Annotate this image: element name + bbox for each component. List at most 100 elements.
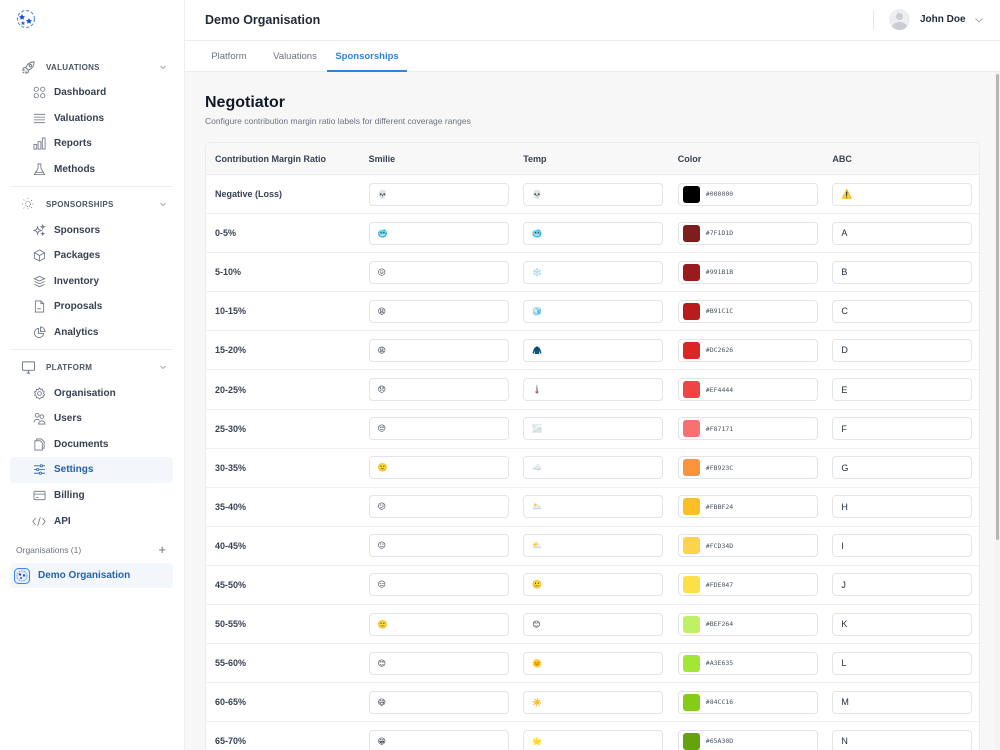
smilie-input[interactable]: 🥶 [368,221,509,245]
smilie-input[interactable]: 😞 [368,378,509,402]
color-swatch[interactable] [682,537,700,555]
smilie-input[interactable]: 😐 [368,534,509,558]
temp-input[interactable]: 🌥️ [523,495,664,519]
temp-input[interactable]: 🌡️ [523,378,664,402]
color-input[interactable]: #FB923C [677,456,818,480]
organisation-item-demo[interactable]: Demo Organisation [10,563,173,588]
section-toggle-valuations[interactable]: VALUATIONS [10,54,173,80]
color-input[interactable]: #EF4444 [677,378,818,402]
temp-input[interactable]: 🌞 [523,651,664,675]
abc-input[interactable]: I [832,534,973,558]
color-swatch[interactable] [682,654,700,672]
smilie-input[interactable]: 😔 [368,417,509,441]
color-swatch[interactable] [682,693,700,711]
color-input[interactable]: #FBBF24 [677,495,818,519]
temp-input[interactable]: ⛅ [523,534,664,558]
smilie-input[interactable]: 😄 [368,690,509,714]
smilie-input[interactable]: 💀 [368,182,509,206]
add-organisation-button[interactable]: + [158,542,166,557]
smilie-input[interactable]: 😩 [368,338,509,362]
color-input[interactable]: #FDE047 [677,573,818,597]
color-input[interactable]: #7F1D1D [677,221,818,245]
temp-input[interactable]: ☁️ [523,456,664,480]
color-input[interactable]: #84CC16 [677,690,818,714]
color-input[interactable]: #B91C1C [677,299,818,323]
sidebar-item-valuations[interactable]: Valuations [10,106,173,132]
sidebar-item-api[interactable]: API [10,508,173,534]
temp-input[interactable]: 💀 [523,182,664,206]
smilie-input[interactable]: 😕 [368,495,509,519]
temp-input[interactable]: 🌫️ [523,417,664,441]
section-toggle-platform[interactable]: PLATFORM [10,354,173,380]
temp-input[interactable]: 😊 [523,612,664,636]
abc-input[interactable]: ⚠️ [832,182,973,206]
abc-input[interactable]: K [832,612,973,636]
color-input[interactable]: #000000 [677,182,818,206]
smilie-input[interactable]: 😁 [368,729,509,750]
color-swatch[interactable] [682,185,700,203]
color-swatch[interactable] [682,224,700,242]
smilie-input[interactable]: 🙁 [368,456,509,480]
abc-input[interactable]: M [832,690,973,714]
abc-input[interactable]: H [832,495,973,519]
scrollbar-thumb[interactable] [996,74,999,540]
sidebar-item-reports[interactable]: Reports [10,131,173,157]
color-swatch[interactable] [682,576,700,594]
temp-input[interactable]: 🧊 [523,299,664,323]
color-input[interactable]: #F87171 [677,417,818,441]
color-swatch[interactable] [682,459,700,477]
color-swatch[interactable] [682,498,700,516]
color-swatch[interactable] [682,732,700,750]
abc-input[interactable]: A [832,221,973,245]
temp-input[interactable]: 🧥 [523,338,664,362]
abc-input[interactable]: E [832,378,973,402]
smilie-input[interactable]: 😊 [368,651,509,675]
sidebar-item-organisation[interactable]: Organisation [10,380,173,406]
smilie-input[interactable]: 😫 [368,299,509,323]
sidebar-item-analytics[interactable]: Analytics [10,320,173,346]
sidebar-item-packages[interactable]: Packages [10,243,173,269]
temp-input[interactable]: 🥶 [523,221,664,245]
app-logo-icon[interactable] [16,9,36,29]
sidebar-item-proposals[interactable]: Proposals [10,294,173,320]
color-swatch[interactable] [682,420,700,438]
color-input[interactable]: #DC2626 [677,338,818,362]
abc-input[interactable]: L [832,651,973,675]
color-swatch[interactable] [682,341,700,359]
sidebar-item-inventory[interactable]: Inventory [10,269,173,295]
smilie-input[interactable]: 🙂 [368,612,509,636]
smilie-input[interactable]: 😖 [368,260,509,284]
temp-input[interactable]: ☀️ [523,690,664,714]
temp-input[interactable]: 🙂 [523,573,664,597]
abc-input[interactable]: D [832,338,973,362]
section-toggle-sponsorships[interactable]: SPONSORSHIPS [10,191,173,217]
sidebar-item-sponsors[interactable]: Sponsors [10,217,173,243]
user-menu[interactable]: John Doe [889,9,984,30]
color-swatch[interactable] [682,381,700,399]
abc-input[interactable]: N [832,729,973,750]
color-input[interactable]: #A3E635 [677,651,818,675]
temp-input[interactable]: ❄️ [523,260,664,284]
sidebar-item-dashboard[interactable]: Dashboard [10,80,173,106]
color-swatch[interactable] [682,302,700,320]
sidebar-item-users[interactable]: Users [10,406,173,432]
abc-input[interactable]: J [832,573,973,597]
tab-platform[interactable]: Platform [211,51,247,62]
abc-input[interactable]: G [832,456,973,480]
sidebar-item-methods[interactable]: Methods [10,157,173,183]
abc-input[interactable]: B [832,260,973,284]
color-input[interactable]: #65A30D [677,729,818,750]
color-swatch[interactable] [682,263,700,281]
abc-input[interactable]: C [832,299,973,323]
tab-sponsorships[interactable]: Sponsorships [327,41,407,72]
tab-valuations[interactable]: Valuations [273,51,317,62]
sidebar-item-settings[interactable]: Settings [10,457,173,483]
main-scrollbar[interactable] [995,72,1000,750]
color-swatch[interactable] [682,615,700,633]
sidebar-item-billing[interactable]: Billing [10,483,173,509]
temp-input[interactable]: 🌟 [523,729,664,750]
color-input[interactable]: #991B1B [677,260,818,284]
abc-input[interactable]: F [832,417,973,441]
sidebar-item-documents[interactable]: Documents [10,432,173,458]
color-input[interactable]: #BEF264 [677,612,818,636]
